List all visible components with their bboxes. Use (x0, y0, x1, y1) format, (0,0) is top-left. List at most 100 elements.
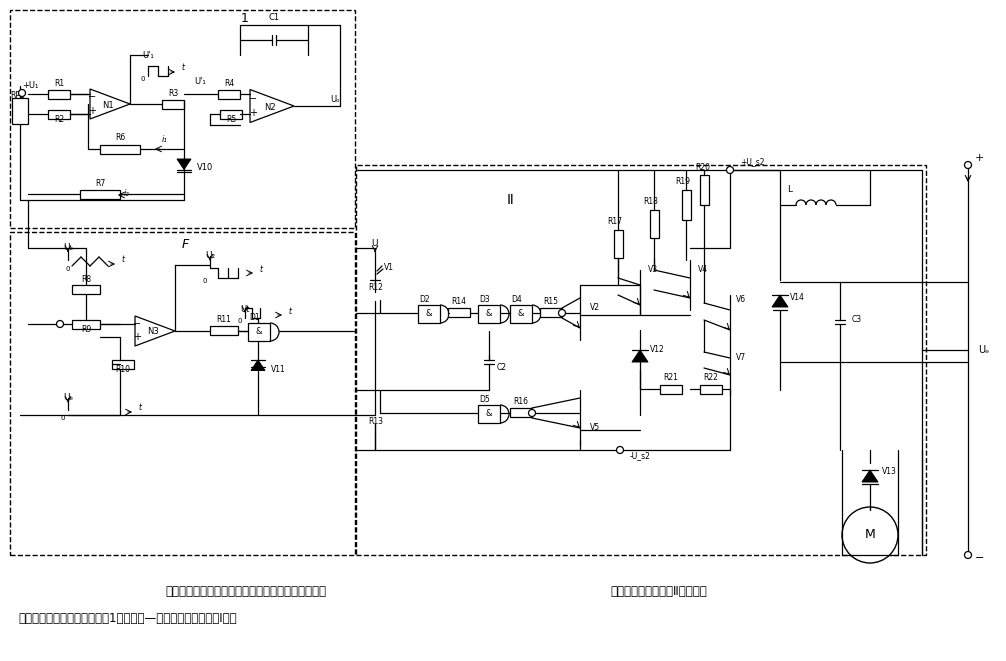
Text: +: + (88, 106, 96, 116)
Polygon shape (252, 360, 265, 371)
Text: t: t (289, 307, 292, 315)
Text: Ut: Ut (240, 305, 249, 315)
Text: 0: 0 (237, 318, 242, 324)
Polygon shape (862, 470, 878, 482)
Text: -U_s2: -U_s2 (630, 451, 651, 461)
Text: t: t (260, 264, 263, 274)
Bar (72, 285, 100, 294)
Text: V3: V3 (648, 266, 658, 274)
Bar (210, 326, 238, 335)
Text: R22: R22 (703, 373, 718, 383)
Bar (478, 405, 500, 423)
Text: V11: V11 (271, 366, 286, 375)
Text: R11: R11 (216, 315, 231, 325)
Text: &: & (518, 309, 524, 317)
Text: V13: V13 (882, 467, 897, 477)
Text: R17: R17 (607, 217, 622, 227)
Text: R21: R21 (664, 373, 678, 383)
Bar (100, 145, 140, 154)
Text: V12: V12 (650, 346, 665, 354)
Bar (700, 385, 722, 394)
Circle shape (617, 446, 624, 453)
Text: R7: R7 (95, 180, 105, 188)
Text: R20: R20 (695, 163, 710, 173)
Text: V1: V1 (384, 264, 394, 272)
Bar (510, 305, 532, 323)
Text: C3: C3 (852, 315, 862, 325)
Text: R15: R15 (543, 297, 558, 307)
Bar (367, 292, 389, 301)
Bar (660, 385, 682, 394)
Text: 所示为单极性输出脉宽调制放大器。单极性输出脉宽: 所示为单极性输出脉宽调制放大器。单极性输出脉宽 (165, 585, 326, 598)
Text: R4: R4 (224, 79, 234, 89)
Text: R14: R14 (452, 297, 467, 307)
Bar (112, 360, 134, 369)
Bar (48, 110, 70, 119)
Text: +U₁: +U₁ (22, 81, 38, 91)
Text: V10: V10 (197, 163, 213, 171)
Text: D3: D3 (479, 295, 490, 305)
Text: Uₑ: Uₑ (978, 345, 989, 355)
Text: +: + (975, 153, 985, 163)
Bar (248, 323, 270, 341)
Text: R12: R12 (368, 282, 383, 292)
Bar (10, 10, 355, 228)
Text: +: + (133, 332, 141, 342)
Text: F: F (181, 239, 188, 251)
Text: +U_s2: +U_s2 (740, 157, 765, 167)
Text: R6: R6 (115, 134, 125, 143)
Bar (448, 308, 470, 317)
Bar (162, 100, 184, 109)
Text: U: U (372, 239, 378, 247)
Text: R1: R1 (54, 79, 64, 89)
Text: R2: R2 (54, 116, 64, 124)
Text: C2: C2 (497, 362, 507, 371)
Text: Uₒ: Uₒ (62, 243, 73, 253)
Text: 0: 0 (141, 76, 145, 82)
Text: M: M (864, 529, 875, 541)
Text: D5: D5 (479, 395, 490, 405)
Circle shape (56, 321, 63, 327)
Polygon shape (632, 350, 648, 362)
Circle shape (18, 89, 25, 97)
Text: N1: N1 (103, 102, 114, 110)
Text: R9: R9 (80, 325, 92, 334)
Bar (10, 232, 355, 555)
Text: 功率放大驱动电路（Ⅱ）组成。: 功率放大驱动电路（Ⅱ）组成。 (610, 585, 707, 598)
Polygon shape (772, 295, 788, 307)
Text: V14: V14 (790, 293, 805, 303)
Text: 1: 1 (241, 11, 248, 24)
Circle shape (842, 507, 898, 563)
Bar (48, 90, 70, 99)
Text: +: + (249, 108, 257, 118)
Text: 0: 0 (65, 266, 70, 272)
Bar (614, 230, 623, 258)
Text: U'₁: U'₁ (142, 50, 154, 59)
Text: V6: V6 (736, 295, 746, 305)
Text: U₂: U₂ (205, 251, 215, 260)
Text: D1: D1 (249, 313, 260, 323)
Bar (700, 175, 709, 205)
Bar (510, 408, 532, 417)
Text: 0: 0 (60, 415, 65, 421)
Text: D4: D4 (511, 295, 522, 305)
Bar (682, 190, 691, 220)
Text: Uₒ: Uₒ (330, 95, 340, 104)
Text: −: − (88, 92, 96, 102)
Text: L: L (788, 186, 793, 194)
Text: U'₁: U'₁ (194, 77, 206, 87)
Text: R5: R5 (226, 116, 236, 124)
Text: N2: N2 (265, 104, 276, 112)
Text: t: t (139, 403, 142, 412)
Circle shape (528, 410, 535, 416)
Text: Uₑ: Uₑ (62, 393, 73, 403)
Text: R19: R19 (675, 178, 690, 186)
Text: −: − (248, 94, 258, 104)
Text: C1: C1 (269, 13, 280, 22)
Polygon shape (365, 268, 375, 280)
Text: R18: R18 (643, 198, 658, 206)
Polygon shape (177, 159, 191, 169)
Bar (72, 320, 100, 329)
Text: &: & (256, 327, 263, 336)
Text: V2: V2 (590, 303, 600, 313)
